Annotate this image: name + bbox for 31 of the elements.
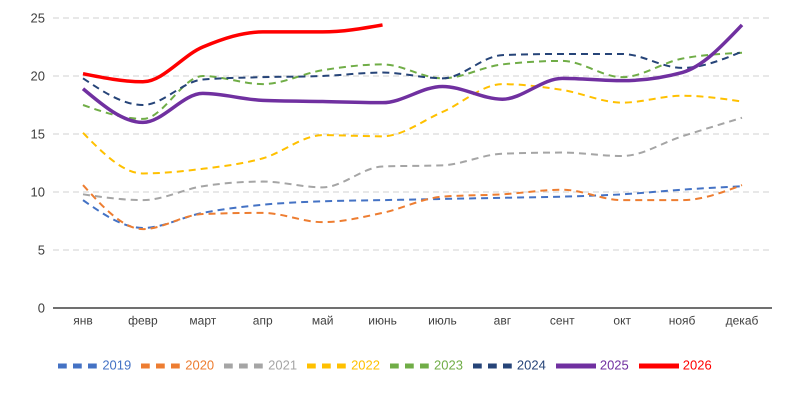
x-tick-label: декаб [726, 314, 758, 328]
legend-label: 2026 [682, 357, 712, 372]
legend-label: 2023 [434, 357, 463, 372]
y-tick-label: 20 [30, 68, 45, 84]
y-tick-label: 25 [30, 10, 45, 26]
line-series [81, 23, 744, 124]
x-tick-label: февр [128, 314, 158, 328]
y-tick-label: 0 [38, 300, 45, 316]
x-tick-label: июнь [368, 314, 397, 328]
line-series [81, 23, 384, 84]
x-tick-label: март [189, 314, 217, 328]
line-series [82, 52, 743, 120]
legend-label: 2024 [516, 357, 546, 372]
legend-label: 2021 [268, 357, 298, 372]
line-series [82, 116, 743, 202]
legend-label: 2020 [185, 357, 214, 372]
line-series [82, 50, 743, 106]
x-tick-label: сент [550, 314, 576, 328]
x-tick-label: авг [494, 314, 512, 328]
x-tick-label: окт [613, 314, 632, 328]
legend-label: 2019 [102, 357, 132, 372]
x-tick-label: нояб [668, 314, 696, 328]
x-tick-label: май [312, 314, 334, 328]
legend-label: 2022 [351, 357, 380, 372]
y-tick-label: 15 [30, 126, 45, 142]
x-tick-label: апр [252, 314, 273, 328]
x-tick-label: янв [73, 314, 93, 328]
y-tick-label: 5 [38, 242, 45, 258]
legend-label: 2025 [600, 357, 629, 372]
y-tick-label: 10 [30, 184, 45, 200]
x-tick-label: июль [428, 314, 457, 328]
